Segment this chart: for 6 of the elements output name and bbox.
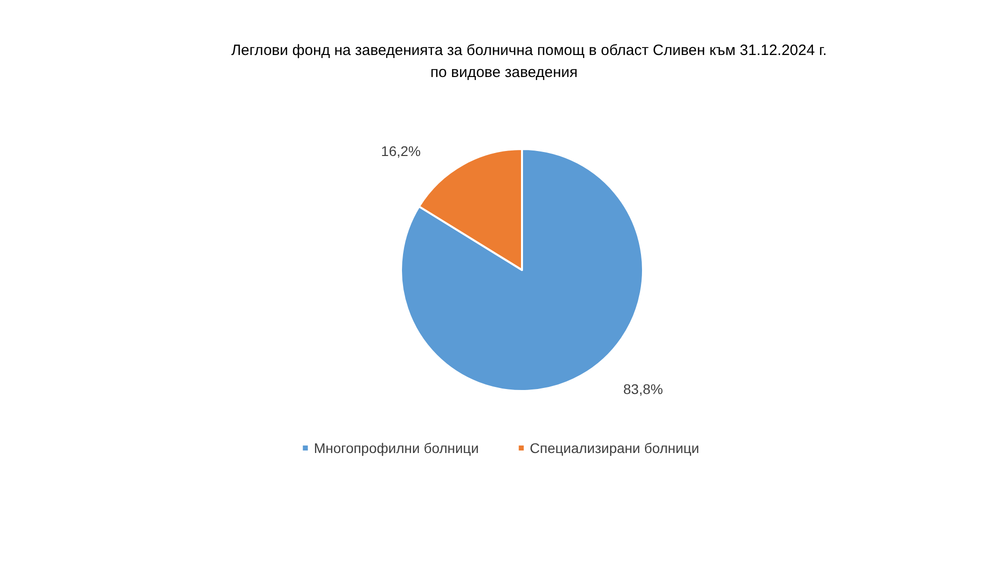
- chart-title: Леглови фонд на заведенията за болнична помощ в област Сливен към 31.12.2024 г.: [231, 42, 827, 59]
- legend-label: Многопрофилни болници: [314, 440, 479, 456]
- legend-label: Специализирани болници: [530, 440, 700, 456]
- data-label: 83,8%: [623, 380, 663, 397]
- chart-subtitle: по видове заведения: [430, 64, 578, 81]
- data-label: 16,2%: [381, 143, 421, 160]
